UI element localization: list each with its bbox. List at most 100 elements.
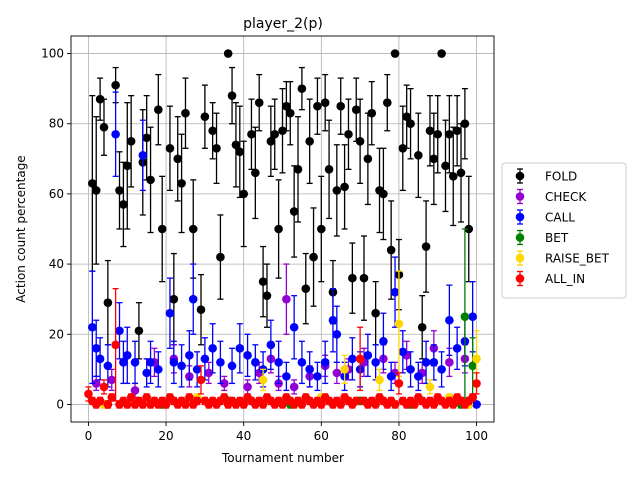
data-point — [429, 358, 439, 367]
series-call — [88, 91, 481, 409]
data-point — [177, 361, 186, 371]
data-point — [348, 354, 357, 364]
data-point — [243, 351, 252, 360]
data-point — [200, 354, 210, 364]
x-tick-label: 60 — [314, 429, 329, 443]
data-point — [270, 129, 280, 139]
data-point — [371, 400, 380, 409]
data-point — [297, 400, 307, 409]
data-point — [445, 315, 454, 325]
y-tick-label: 60 — [49, 187, 64, 201]
data-point — [154, 365, 163, 374]
legend-marker — [515, 274, 525, 283]
data-point — [448, 400, 458, 409]
data-point — [111, 340, 120, 350]
data-point — [103, 400, 113, 409]
data-point — [154, 105, 163, 114]
legend-label: FOLD — [545, 170, 577, 184]
data-point — [204, 368, 214, 378]
data-point — [208, 344, 217, 353]
data-point — [371, 308, 380, 318]
legend-label: ALL_IN — [545, 272, 585, 286]
data-point — [313, 101, 322, 111]
x-tick-label: 20 — [158, 429, 173, 443]
data-point — [363, 351, 373, 360]
data-point — [433, 129, 443, 139]
data-point — [464, 224, 474, 234]
legend-label: CALL — [545, 211, 575, 225]
data-point — [239, 400, 248, 409]
data-point — [157, 224, 167, 234]
data-point — [437, 49, 446, 58]
legend-entry-bet: BET — [515, 229, 569, 246]
data-point — [200, 112, 210, 122]
data-point — [282, 101, 291, 111]
data-point — [320, 98, 330, 107]
data-point — [243, 382, 252, 392]
data-point — [390, 287, 400, 297]
data-point — [429, 400, 439, 409]
data-point — [355, 136, 365, 146]
data-point — [196, 305, 206, 315]
data-point — [223, 49, 233, 58]
data-point — [115, 326, 124, 336]
data-point — [111, 80, 120, 90]
data-point — [181, 108, 190, 118]
data-point — [142, 393, 151, 402]
data-point — [173, 154, 183, 164]
data-point — [88, 322, 97, 332]
y-tick-label: 0 — [56, 397, 64, 411]
data-point — [119, 358, 128, 367]
legend-marker — [515, 233, 525, 242]
data-point — [146, 358, 155, 367]
data-point — [169, 294, 179, 304]
data-point — [414, 372, 423, 381]
data-point — [367, 108, 377, 118]
data-point — [111, 129, 120, 139]
data-point — [406, 365, 415, 374]
data-point — [355, 354, 365, 364]
data-point — [390, 400, 400, 409]
data-point — [258, 400, 268, 409]
data-point — [185, 393, 194, 402]
data-point — [452, 126, 462, 136]
data-point — [196, 375, 206, 385]
data-point — [425, 382, 435, 392]
data-point — [398, 143, 408, 153]
data-point — [317, 224, 326, 234]
data-point — [297, 358, 307, 367]
data-point — [340, 182, 349, 192]
legend-label: RAISE_BET — [545, 252, 610, 266]
legend-entry-fold: FOLD — [515, 168, 577, 184]
x-tick-label: 80 — [391, 429, 406, 443]
data-point — [130, 358, 140, 367]
data-point — [126, 393, 136, 402]
data-point — [289, 207, 299, 216]
data-point — [285, 108, 295, 118]
y-axis-label: Action count percentage — [14, 155, 28, 302]
data-point — [293, 165, 303, 174]
data-point — [181, 400, 190, 409]
data-point — [99, 382, 109, 392]
data-point — [216, 358, 225, 367]
data-point — [107, 393, 117, 402]
data-point — [161, 400, 171, 409]
data-point — [185, 351, 194, 360]
plot-frame — [70, 35, 495, 423]
data-point — [468, 361, 477, 371]
data-point — [192, 365, 202, 374]
data-point — [251, 358, 260, 367]
data-point — [227, 361, 237, 371]
data-point — [254, 98, 264, 107]
data-point — [278, 400, 287, 409]
legend-marker — [515, 192, 525, 201]
data-point — [472, 400, 481, 409]
data-point — [359, 273, 369, 283]
data-point — [219, 393, 229, 402]
data-point — [410, 400, 419, 409]
data-point — [103, 361, 113, 371]
data-point — [351, 396, 361, 406]
data-point — [351, 105, 361, 114]
data-point — [313, 372, 322, 381]
data-point — [441, 161, 450, 171]
